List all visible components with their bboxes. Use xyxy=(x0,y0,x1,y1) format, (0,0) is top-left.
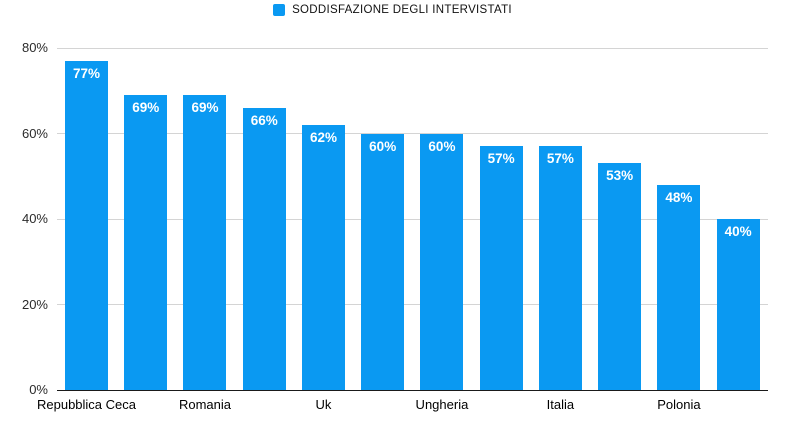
bar-value-label: 69% xyxy=(191,100,219,116)
bar-value-label: 77% xyxy=(72,65,101,81)
gridline xyxy=(57,47,768,49)
bar-value-label: 40% xyxy=(724,224,752,239)
bar: 57% xyxy=(479,146,523,390)
x-tick-label: Polonia xyxy=(657,397,701,412)
bar: 69% xyxy=(124,95,168,390)
y-tick-label: 0% xyxy=(29,382,48,397)
bar-value-label: 53% xyxy=(606,168,634,184)
bar: 62% xyxy=(301,124,345,390)
bar: 53% xyxy=(598,163,642,390)
legend: SODDISFAZIONE DEGLI INTERVISTATI xyxy=(0,4,785,16)
y-tick-label: 20% xyxy=(21,296,48,312)
bar-value-label: 60% xyxy=(428,138,456,154)
x-tick-label: Uk xyxy=(315,397,332,412)
x-axis-line xyxy=(57,390,768,391)
bar-value-label: 66% xyxy=(250,112,278,128)
gridline xyxy=(57,218,768,220)
gridline xyxy=(57,133,768,134)
x-tick-label: Romania xyxy=(178,397,231,412)
bar: 57% xyxy=(538,146,582,390)
bar-value-label: 60% xyxy=(369,138,397,154)
bar: 40% xyxy=(716,219,760,390)
x-tick-label: Repubblica Ceca xyxy=(36,397,137,412)
y-tick-label: 40% xyxy=(21,211,48,226)
bar: 48% xyxy=(657,184,701,390)
bar: 77% xyxy=(65,60,108,390)
x-tick-label: Italia xyxy=(546,397,575,412)
plot-area: 0% 20% 40% 60% 80% 77% 69% 69% 66% 62% 60% 60% 57% 5… xyxy=(22,40,768,412)
bar-value-label: 62% xyxy=(309,129,337,145)
y-tick-label: 60% xyxy=(21,125,48,141)
bar: 60% xyxy=(361,133,405,390)
x-tick-label: Ungheria xyxy=(415,397,469,412)
y-tick-label: 80% xyxy=(21,40,48,55)
bar: 66% xyxy=(242,107,286,390)
bar-value-label: 57% xyxy=(487,151,515,167)
bar-value-label: 48% xyxy=(665,189,693,205)
legend-swatch xyxy=(273,4,286,16)
bar-value-label: 69% xyxy=(132,100,160,116)
legend-label: SODDISFAZIONE DEGLI INTERVISTATI xyxy=(292,4,512,16)
bar: 69% xyxy=(183,95,227,390)
bar-value-label: 57% xyxy=(546,151,574,167)
gridline xyxy=(57,304,768,305)
bar: 60% xyxy=(420,133,464,390)
